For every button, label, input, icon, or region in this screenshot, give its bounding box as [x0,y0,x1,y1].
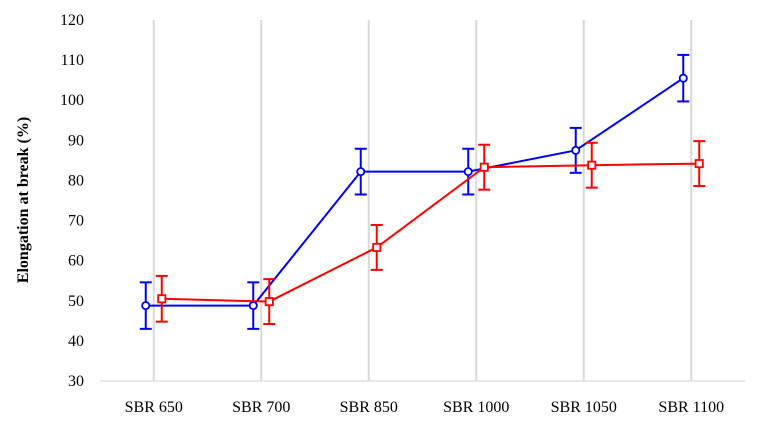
y-tick-label: 100 [60,92,84,109]
data-point [587,160,597,170]
x-tick-labels: SBR 650 SBR 700 SBR 850 SBR 1000 SBR 1050 SBR… [125,399,724,416]
series-2 [155,140,706,326]
data-point [479,162,489,172]
data-point [356,167,366,177]
data-point [571,145,581,155]
data-point [463,167,473,177]
y-tick-label: 30 [68,373,84,390]
series-1 [139,53,690,330]
x-tick-label: SBR 700 [232,399,290,416]
y-tick-label: 40 [68,333,84,350]
y-tick-label: 120 [60,12,84,29]
y-tick-label: 90 [68,132,84,149]
data-point [372,242,382,252]
series-line [161,162,700,303]
x-tick-label: SBR 1100 [658,399,724,416]
y-tick-label: 50 [68,293,84,310]
data-point [248,301,258,311]
y-tick-label: 70 [68,213,84,230]
x-tick-label: SBR 650 [125,399,183,416]
data-point [264,297,274,307]
x-tick-label: SBR 850 [340,399,398,416]
data-point [694,159,704,169]
x-tick-label: SBR 1000 [443,399,509,416]
x-tick-label: SBR 1050 [551,399,617,416]
grid-lines [152,20,693,381]
series-line [145,77,684,307]
y-tick-label: 80 [68,172,84,189]
data-point [157,294,167,304]
y-tick-label: 60 [68,253,84,270]
data-point [678,73,688,83]
data-point [141,301,151,311]
y-tick-label: 110 [61,52,84,69]
y-tick-labels: 30 40 50 60 70 80 90 100 110 120 [60,12,84,390]
series-layer [139,53,706,330]
y-axis-title: Elongation at break (%) [15,117,32,283]
